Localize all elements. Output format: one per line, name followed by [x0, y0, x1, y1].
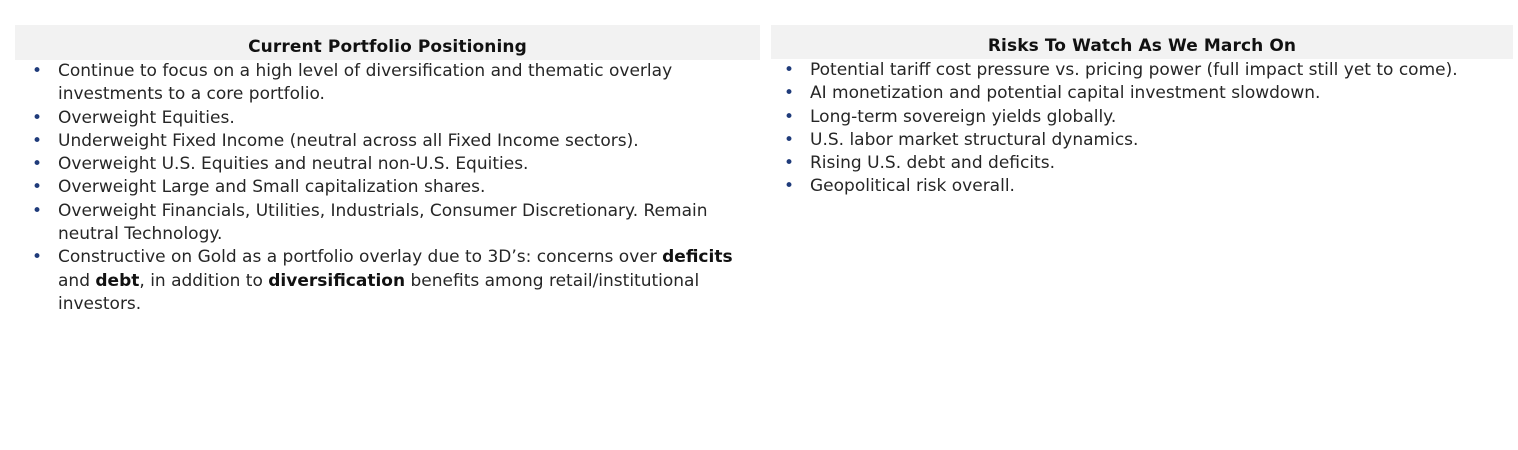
- list-item: • Rising U.S. debt and deficits.: [771, 152, 1513, 175]
- list-item-text: U.S. labor market structural dynamics.: [810, 129, 1139, 150]
- risks-to-watch-column: Risks To Watch As We March On • Potential…: [771, 25, 1513, 199]
- debt-emphasis: debt: [95, 270, 140, 291]
- list-item-text: AI monetization and potential capital in…: [810, 83, 1321, 104]
- gold-item-text-1: Constructive on Gold as a portfolio over…: [58, 247, 663, 268]
- list-item: • Underweight Fixed Income (neutral acros…: [15, 130, 760, 153]
- list-item-text: Overweight Large and Small capitalizatio…: [58, 177, 486, 198]
- positioning-list: • Continue to focus on a high level of di…: [15, 60, 760, 316]
- bullet-dot-icon: •: [784, 176, 795, 197]
- bullet-dot-icon: •: [32, 247, 43, 268]
- bullet-dot-icon: •: [32, 177, 43, 198]
- list-item-text: Overweight U.S. Equities and neutral non…: [58, 154, 529, 175]
- list-item-text: Overweight Equities.: [58, 107, 235, 128]
- list-item-text: Rising U.S. debt and deficits.: [810, 153, 1055, 174]
- list-item-text: Potential tariff cost pressure vs. prici…: [810, 60, 1458, 80]
- list-item-text: Underweight Fixed Income (neutral across…: [58, 130, 639, 151]
- bullet-dot-icon: •: [32, 200, 43, 221]
- gold-item-text-4: benefits among retail/institutional inve…: [58, 270, 700, 314]
- list-item-text: Overweight Financials, Utilities, Indust…: [58, 200, 708, 245]
- bullet-dot-icon: •: [784, 153, 795, 174]
- list-item: • AI monetization and potential capital i…: [771, 82, 1513, 105]
- bullet-dot-icon: •: [784, 106, 795, 127]
- list-item-text: Continue to focus on a high level of div…: [58, 61, 673, 105]
- risks-to-watch-title: Risks To Watch As We March On: [771, 25, 1513, 59]
- list-item: • Continue to focus on a high level of di…: [15, 60, 760, 107]
- diversification-emphasis: diversification: [268, 270, 406, 291]
- list-item: • Geopolitical risk overall.: [771, 175, 1513, 198]
- current-portfolio-positioning-title: Current Portfolio Positioning: [15, 25, 760, 60]
- bullet-dot-icon: •: [784, 83, 795, 104]
- list-item: • Overweight Equities.: [15, 107, 760, 130]
- bullet-dot-icon: •: [784, 60, 795, 80]
- gold-item-text-3: , in addition to: [139, 270, 269, 291]
- bullet-dot-icon: •: [32, 154, 43, 175]
- bullet-dot-icon: •: [32, 107, 43, 128]
- bullet-dot-icon: •: [32, 61, 43, 81]
- list-item: • Overweight U.S. Equities and neutral no…: [15, 153, 760, 176]
- deficits-emphasis: deficits: [662, 247, 733, 268]
- gold-item-text-2: and: [58, 270, 96, 291]
- list-item-text: Long-term sovereign yields globally.: [810, 106, 1117, 127]
- list-item-text: Geopolitical risk overall.: [810, 176, 1015, 197]
- list-item: • Long-term sovereign yields globally.: [771, 106, 1513, 129]
- bullet-dot-icon: •: [32, 130, 43, 151]
- gold-overlay-item: • Constructive on Gold as a portfolio ove…: [15, 246, 760, 316]
- list-item: • U.S. labor market structural dynamics.: [771, 129, 1513, 152]
- bullet-dot-icon: •: [784, 129, 795, 150]
- current-portfolio-positioning-column: Current Portfolio Positioning • Continue …: [15, 25, 760, 316]
- risks-list: • Potential tariff cost pressure vs. pric…: [771, 59, 1513, 199]
- list-item: • Potential tariff cost pressure vs. pric…: [771, 59, 1513, 82]
- list-item: • Overweight Financials, Utilities, Indus…: [15, 200, 760, 247]
- list-item: • Overweight Large and Small capitalizati…: [15, 176, 760, 199]
